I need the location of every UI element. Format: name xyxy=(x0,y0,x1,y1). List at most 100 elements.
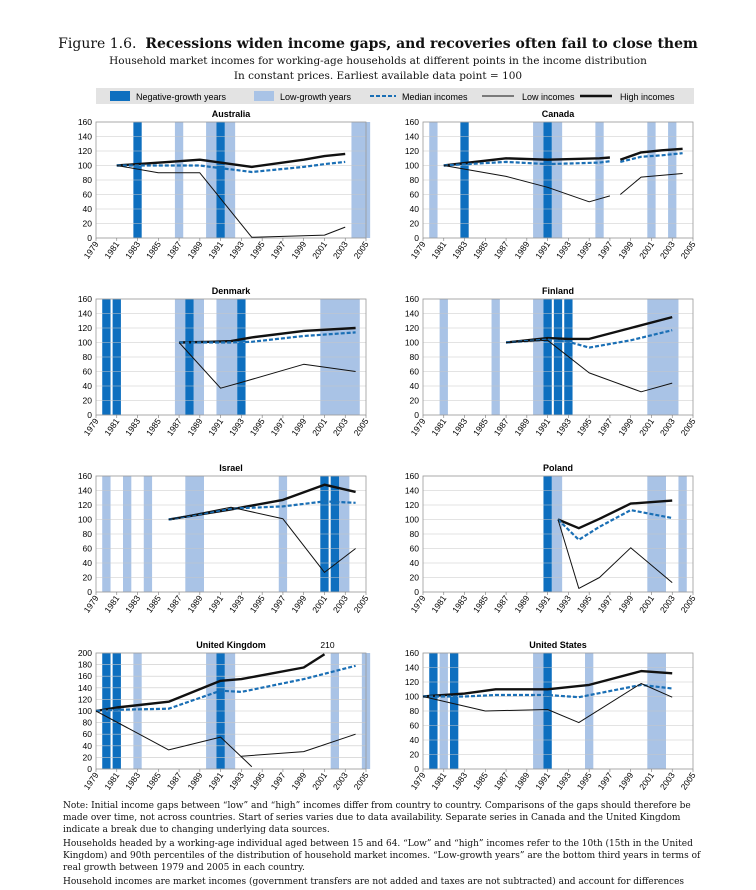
x-tick-label: 2005 xyxy=(679,239,698,260)
x-tick-label: 1989 xyxy=(512,770,531,791)
y-tick-label: 0 xyxy=(414,233,419,243)
x-tick-label: 1989 xyxy=(512,416,531,437)
x-tick-label: 1993 xyxy=(554,593,573,614)
y-tick-label: 140 xyxy=(405,663,419,673)
x-tick-label: 1981 xyxy=(429,416,448,437)
notes: Note: Initial income gaps between “low” … xyxy=(63,800,715,890)
series-high-line xyxy=(422,669,673,698)
x-tick-label: 1979 xyxy=(82,770,101,791)
y-tick-label: 80 xyxy=(410,529,420,539)
x-tick-label: 1993 xyxy=(227,416,246,437)
y-tick-label: 0 xyxy=(87,764,92,774)
x-tick-label: 2001 xyxy=(637,770,656,791)
y-tick-label: 20 xyxy=(410,573,420,583)
figure-subtitle-2: In constant prices. Earliest available d… xyxy=(233,70,523,82)
plot-frame xyxy=(422,475,694,593)
x-tick-label: 1983 xyxy=(123,416,142,437)
note-3: Household incomes are market incomes (go… xyxy=(63,877,685,887)
plot-frame xyxy=(95,121,367,239)
x-tick-label: 2001 xyxy=(310,593,329,614)
x-tick-label: 1995 xyxy=(575,239,594,260)
chart-title: Denmark xyxy=(212,286,252,296)
x-tick-label: 1993 xyxy=(227,593,246,614)
x-tick-label: 1983 xyxy=(450,593,469,614)
note-2: Households headed by a working-age indiv… xyxy=(63,839,701,873)
x-tick-label: 2001 xyxy=(310,239,329,260)
plot-frame xyxy=(95,298,367,416)
y-tick-label: 60 xyxy=(83,190,93,200)
x-tick-label: 1983 xyxy=(123,770,142,791)
x-tick-label: 1979 xyxy=(409,593,428,614)
y-tick-label: 0 xyxy=(414,410,419,420)
series-low-line xyxy=(422,683,673,724)
x-tick-label: 1979 xyxy=(82,593,101,614)
y-tick-label: 120 xyxy=(405,677,419,687)
x-tick-label: 1991 xyxy=(206,416,225,437)
y-tick-label: 20 xyxy=(410,396,420,406)
x-tick-label: 1999 xyxy=(289,416,308,437)
x-tick-label: 1999 xyxy=(616,770,635,791)
x-tick-label: 1981 xyxy=(429,770,448,791)
x-tick-label: 1979 xyxy=(409,239,428,260)
x-tick-label: 1999 xyxy=(289,593,308,614)
x-tick-label: 1987 xyxy=(492,416,511,437)
x-tick-label: 1995 xyxy=(248,593,267,614)
chart-finland: Finland 0 20 40 60 80 100 120 140 160 1979 1981 1983… xyxy=(405,286,698,438)
series-high-line xyxy=(116,152,346,169)
y-tick-label: 0 xyxy=(87,587,92,597)
series-median-line xyxy=(179,331,356,344)
figure-subtitle: Household market incomes for working-age… xyxy=(109,55,647,67)
x-tick-label: 1991 xyxy=(533,770,552,791)
x-tick-label: 1985 xyxy=(471,416,490,437)
y-tick-label: 40 xyxy=(410,204,420,214)
x-tick-label: 1997 xyxy=(596,770,615,791)
series-median-line xyxy=(557,509,673,541)
y-tick-label: 80 xyxy=(83,529,93,539)
chart-title: United Kingdom xyxy=(196,640,266,650)
series-low-line xyxy=(168,506,356,573)
x-tick-label: 1987 xyxy=(492,770,511,791)
y-tick-label: 160 xyxy=(405,648,419,658)
x-tick-label: 1979 xyxy=(409,416,428,437)
x-tick-label: 1985 xyxy=(144,416,163,437)
series-high-line xyxy=(505,315,673,344)
figure-heading: Recessions widen income gaps, and recove… xyxy=(145,36,698,52)
legend-highinc-label: High incomes xyxy=(620,92,675,102)
x-tick-label: 1981 xyxy=(102,593,121,614)
y-tick-label: 60 xyxy=(410,190,420,200)
x-tick-label: 1989 xyxy=(185,770,204,791)
y-tick-label: 40 xyxy=(83,204,93,214)
x-tick-label: 1997 xyxy=(596,593,615,614)
note-1: Note: Initial income gaps between “low” … xyxy=(63,801,691,835)
series-median-line xyxy=(95,664,356,713)
y-tick-label: 0 xyxy=(87,233,92,243)
y-tick-label: 60 xyxy=(410,544,420,554)
figure-number: Figure 1.6. xyxy=(58,36,137,52)
y-tick-label: 160 xyxy=(405,117,419,127)
y-tick-label: 120 xyxy=(405,146,419,156)
x-tick-label: 1989 xyxy=(512,593,531,614)
x-tick-label: 2003 xyxy=(331,770,350,791)
x-tick-label: 1985 xyxy=(471,770,490,791)
x-tick-label: 2005 xyxy=(352,593,371,614)
y-tick-label: 80 xyxy=(83,352,93,362)
x-tick-label: 2003 xyxy=(331,416,350,437)
series-low-line xyxy=(95,710,253,768)
series-high-line xyxy=(619,147,683,161)
x-tick-label: 1981 xyxy=(429,239,448,260)
x-tick-label: 2003 xyxy=(658,770,677,791)
x-tick-label: 1999 xyxy=(616,593,635,614)
y-tick-label: 40 xyxy=(410,735,420,745)
y-tick-label: 40 xyxy=(410,381,420,391)
chart-denmark: Denmark 0 20 40 60 80 100 120 140 160 1979 1981 1983… xyxy=(78,286,371,438)
x-tick-label: 2001 xyxy=(310,416,329,437)
legend-median-label: Median incomes xyxy=(402,92,468,102)
chart-title: Israel xyxy=(219,463,243,473)
y-tick-label: 20 xyxy=(410,219,420,229)
x-tick-label: 1995 xyxy=(248,770,267,791)
x-tick-label: 2001 xyxy=(637,593,656,614)
x-tick-label: 1985 xyxy=(144,770,163,791)
plot-frame xyxy=(422,298,694,416)
